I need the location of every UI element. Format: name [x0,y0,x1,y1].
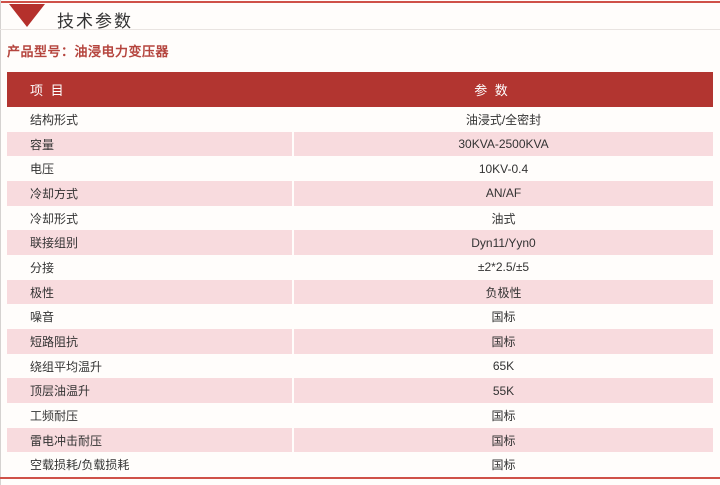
table-row: 顶层油温升 55K [7,378,713,404]
row-value: 国标 [294,427,713,453]
row-value: 65K [492,359,515,374]
row-value: 55K [294,378,713,404]
table-row: 联接组别 Dyn11/Yyn0 [7,230,713,256]
row-item: 冷却形式 [30,211,79,226]
row-item: 联接组别 [7,230,292,256]
triangle-down-icon [9,4,45,27]
table-row: 冷却方式 AN/AF [7,181,713,206]
row-item: 电压 [30,162,55,177]
page-left-edge-line [0,0,1,485]
row-value: ±2*2.5/±5 [477,260,530,275]
column-header-item: 项 目 [30,83,66,98]
table-row: 电压 10KV-0.4 [7,156,713,181]
row-item: 噪音 [30,310,55,325]
row-item: 极性 [7,279,292,305]
table-row: 冷却形式 油式 [7,206,713,231]
table-header-row: 项 目 参 数 [7,72,713,107]
table-row: 噪音 国标 [7,304,713,329]
row-value: 国标 [294,329,713,354]
column-header-value: 参 数 [474,83,510,98]
row-value: 30KVA-2500KVA [294,131,713,157]
section-title-underline [0,29,720,30]
spec-table: 项 目 参 数 结构形式 油浸式/全密封 容量 30KVA-2500KVA 电压… [7,72,713,477]
row-value: 油浸式/全密封 [465,112,542,127]
row-item: 短路阻抗 [7,329,292,354]
row-item: 结构形式 [30,112,79,127]
product-model-label: 产品型号：油浸电力变压器 [7,44,170,59]
row-value: 油式 [491,211,516,226]
row-item: 冷却方式 [7,181,292,206]
section-title: 技术参数 [57,12,133,31]
table-row: 结构形式 油浸式/全密封 [7,107,713,132]
row-value: Dyn11/Yyn0 [294,230,713,256]
table-row: 短路阻抗 国标 [7,329,713,354]
row-item: 空载损耗/负载损耗 [30,458,130,473]
row-value: 国标 [491,458,516,473]
row-value: 10KV-0.4 [478,161,529,176]
top-accent-rule [0,1,720,3]
table-row: 容量 30KVA-2500KVA [7,131,713,157]
row-value: AN/AF [294,181,713,206]
row-item: 工频耐压 [30,408,79,423]
row-item: 容量 [7,131,292,157]
table-row: 雷电冲击耐压 国标 [7,427,713,453]
row-item: 顶层油温升 [7,378,292,404]
row-value: 负极性 [294,279,713,305]
table-row: 工频耐压 国标 [7,403,713,428]
row-item: 雷电冲击耐压 [7,427,292,453]
row-value: 国标 [491,310,516,325]
table-body: 结构形式 油浸式/全密封 容量 30KVA-2500KVA 电压 10KV-0.… [7,107,713,477]
row-value: 国标 [491,408,516,423]
bottom-accent-rule [0,477,720,479]
table-row: 分接 ±2*2.5/±5 [7,255,713,280]
table-row: 极性 负极性 [7,279,713,305]
row-item: 分接 [30,260,55,275]
row-item: 绕组平均温升 [30,359,103,374]
table-row: 绕组平均温升 65K [7,354,713,379]
table-row: 空载损耗/负载损耗 国标 [7,452,713,477]
